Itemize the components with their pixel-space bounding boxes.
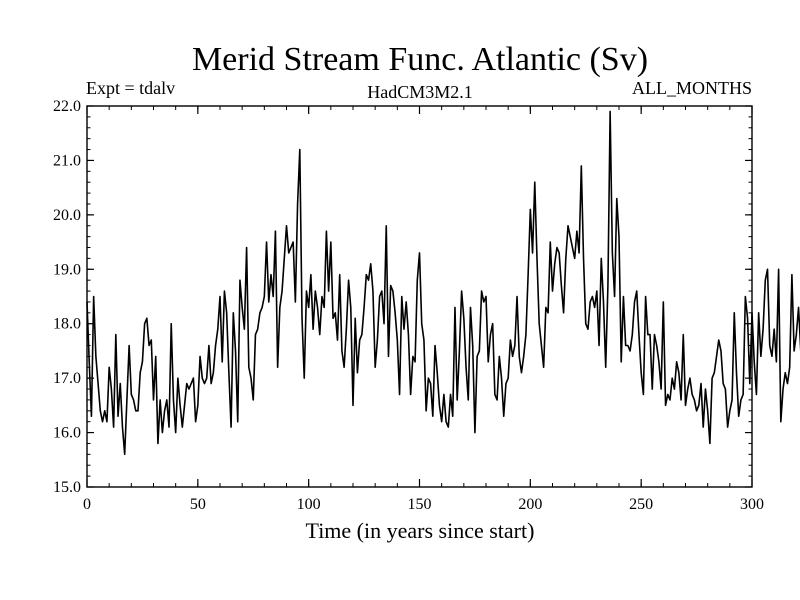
model-label: HadCM3M2.1 (367, 82, 473, 102)
y-tick-label: 16.0 (53, 425, 81, 442)
tick-labels: 15.0 16.0 17.0 18.0 19.0 20.0 21.0 22.0 0 50 100 15… (53, 98, 764, 513)
plot-frame (86, 105, 753, 488)
x-tick-label: 100 (297, 496, 321, 513)
y-tick-label: 21.0 (53, 152, 81, 169)
x-axis-label: Time (in years since start) (306, 518, 535, 543)
y-tick-label: 19.0 (53, 261, 81, 278)
x-tick-label: 0 (83, 496, 91, 513)
x-tick-label: 300 (740, 496, 764, 513)
y-tick-label: 17.0 (53, 370, 81, 387)
x-tick-label: 50 (190, 496, 206, 513)
x-tick-label: 250 (629, 496, 653, 513)
y-tick-label: 18.0 (53, 316, 81, 333)
period-label: ALL_MONTHS (632, 78, 752, 98)
y-tick-label: 20.0 (53, 207, 81, 224)
axis-ticks (86, 105, 753, 488)
y-tick-label: 22.0 (53, 98, 81, 115)
chart-title: Merid Stream Func. Atlantic (Sv) (192, 41, 648, 78)
x-tick-label: 150 (408, 496, 432, 513)
y-tick-label: 15.0 (53, 479, 81, 496)
series-line-amoc (86, 110, 800, 456)
experiment-label: Expt = tdalv (86, 78, 175, 98)
x-tick-label: 200 (518, 496, 542, 513)
